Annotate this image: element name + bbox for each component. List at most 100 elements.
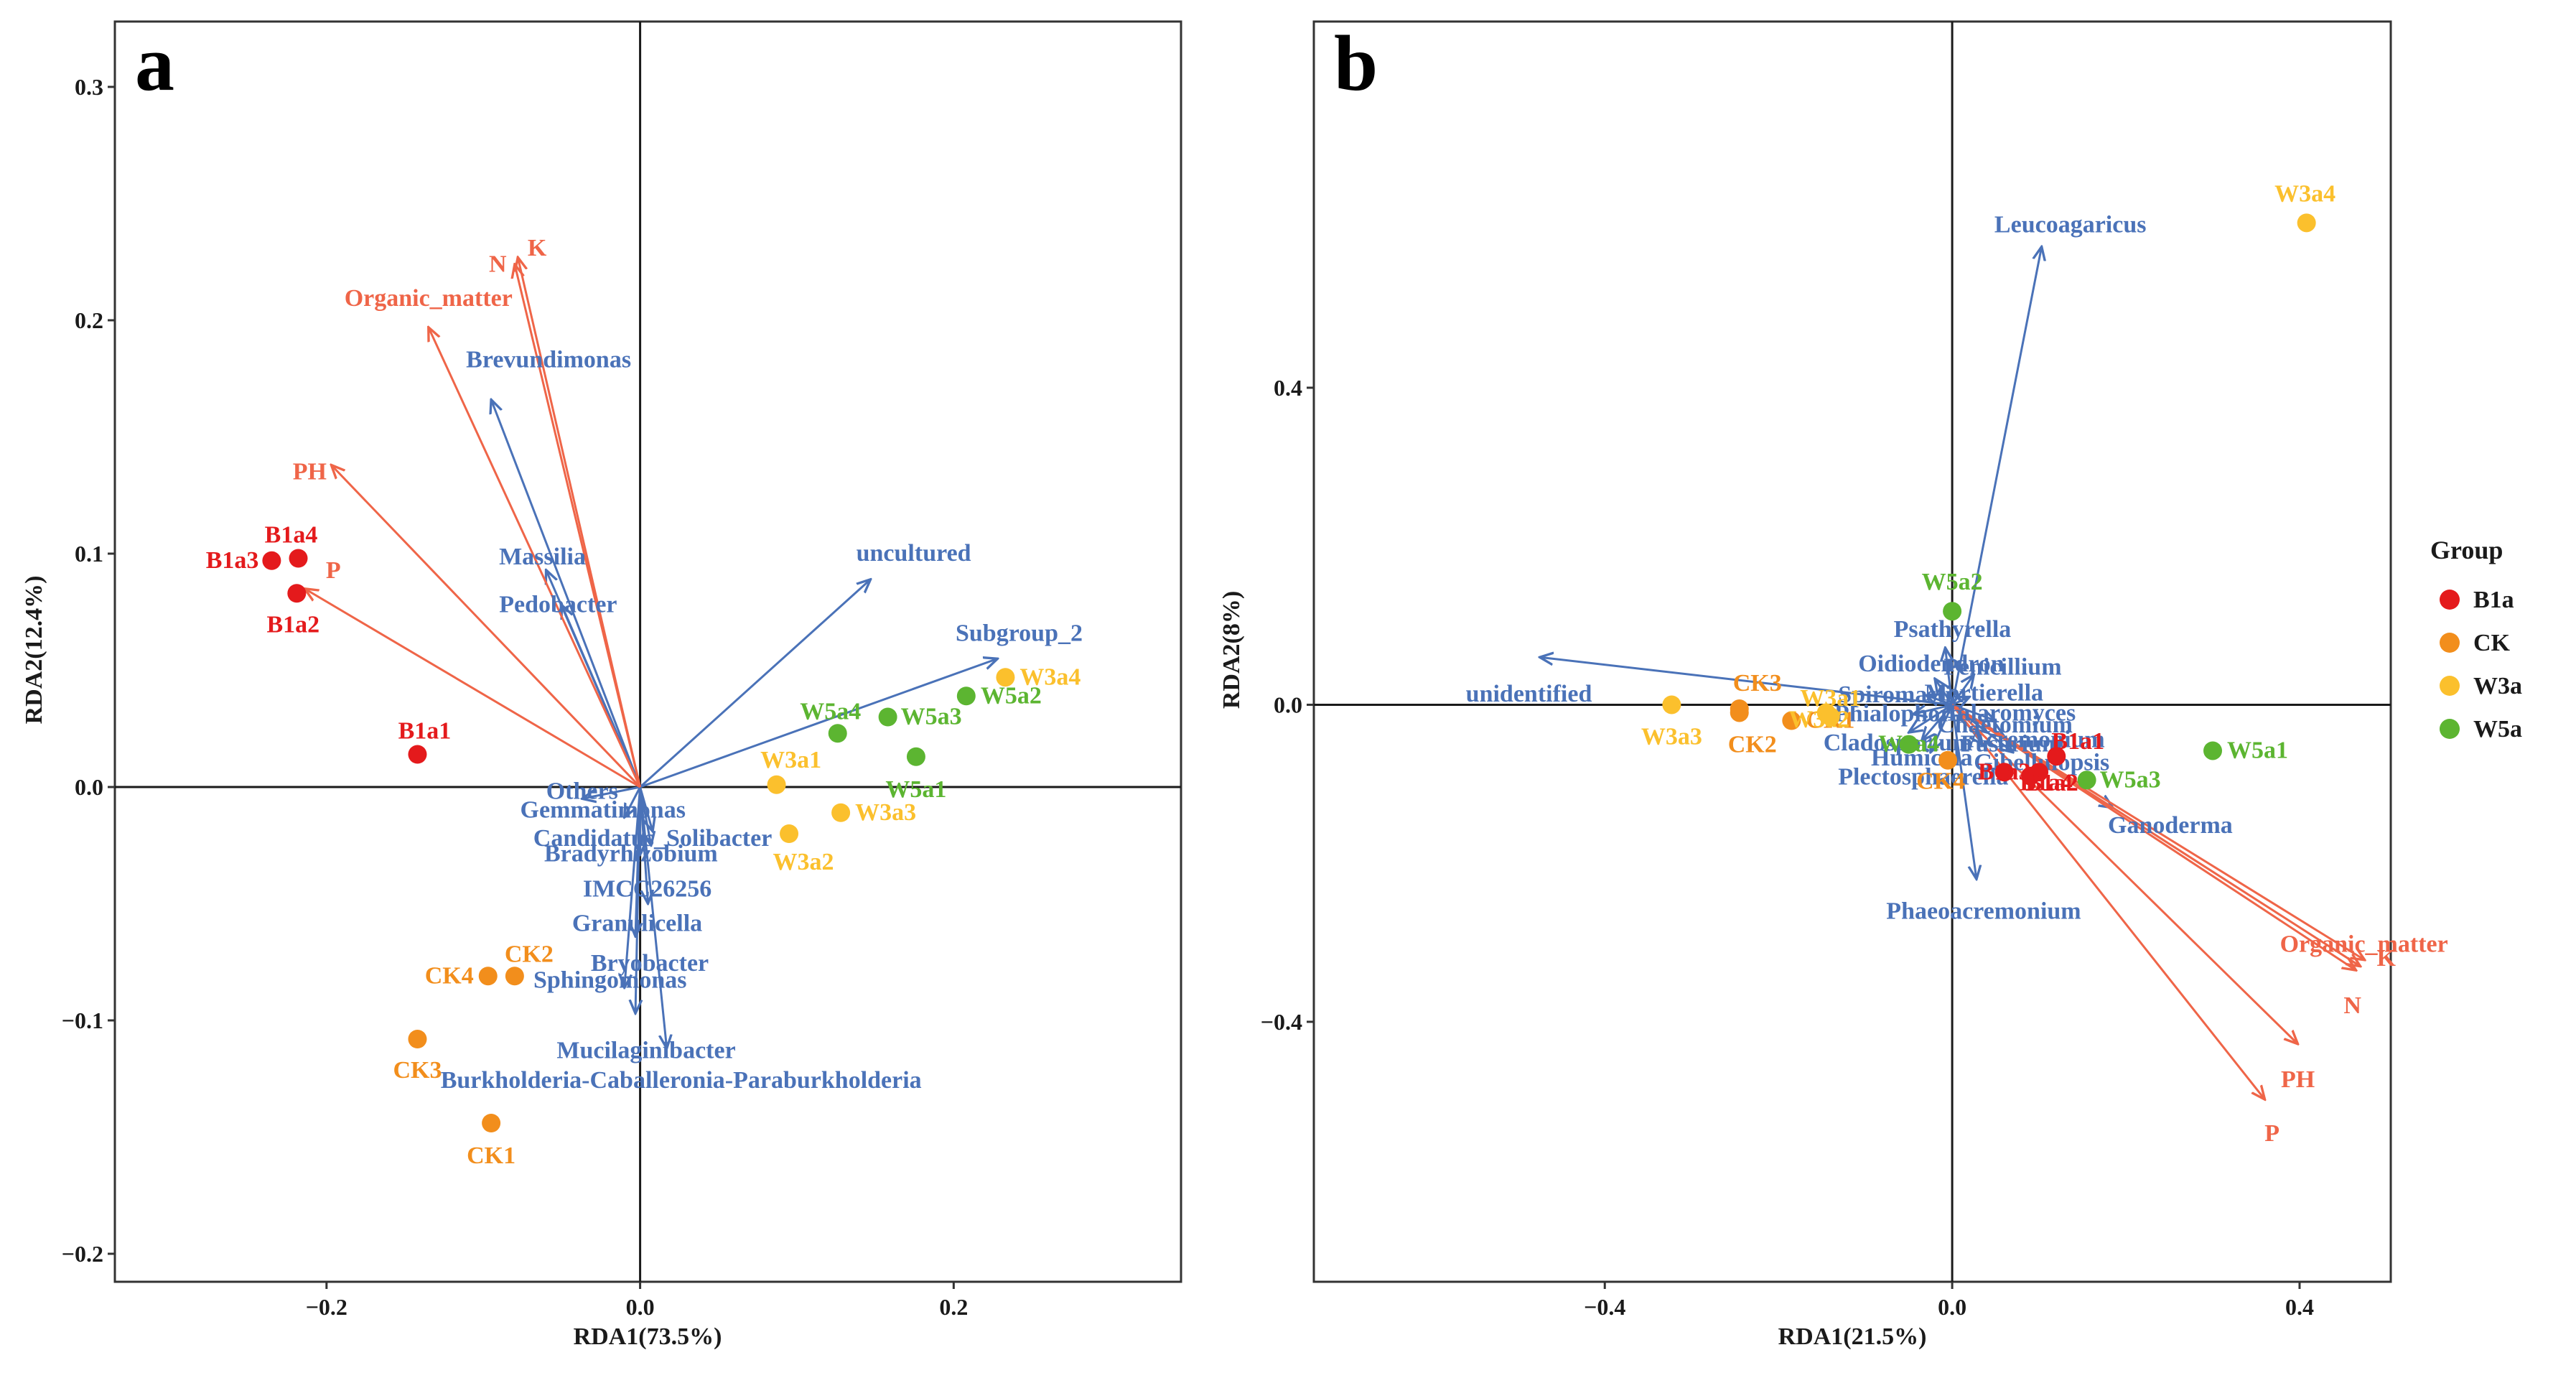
b-species-arrow-phaeoacremonium [1951, 704, 1977, 879]
a-point-label-b1a2: B1a2 [266, 611, 319, 638]
b-ytick-label: 0.0 [1274, 692, 1302, 717]
panel-a-ylabel: RDA2(12.4%) [21, 576, 47, 725]
b-point-label-w3a3: W3a3 [1641, 723, 1702, 750]
legend-label-w5a: W5a [2473, 716, 2522, 742]
a-species-label-brevundimonas: Brevundimonas [466, 347, 631, 373]
b-point-b1a1 [2047, 747, 2066, 766]
a-point-w3a2 [780, 824, 799, 843]
b-species-label-plectosphaerella: Plectosphaerella [1838, 764, 2008, 791]
b-species-label-phialophora: Phialophora [1834, 701, 1963, 727]
a-point-ck1 [482, 1114, 501, 1132]
a-env-arrow-ph [331, 465, 641, 788]
legend-label-b1a: B1a [2473, 587, 2514, 613]
b-env-arrow-n [1951, 704, 2356, 970]
a-point-label-w3a4: W3a4 [1019, 664, 1081, 690]
b-point-label-w3a4: W3a4 [2274, 180, 2335, 207]
b-env-label-k: K [2376, 945, 2396, 972]
panel-a-label: a [135, 19, 174, 107]
a-point-ck4 [478, 967, 498, 986]
b-species-arrow-phialophora [1913, 703, 1953, 714]
b-point-w5a1 [2203, 741, 2223, 760]
a-species-label-granulicella: Granulicella [572, 911, 702, 937]
b-species-label-phaeoacremonium: Phaeoacremonium [1886, 898, 2081, 924]
a-species-label-imcc26256: IMCC26256 [583, 875, 711, 902]
b-xtick-label: 0.0 [1938, 1294, 1966, 1320]
b-species-label-acremonium: Acremonium [1969, 727, 2105, 753]
a-point-label-ck1: CK1 [467, 1142, 515, 1169]
legend-label-ck: CK [2473, 630, 2511, 656]
a-species-label-sphingomonas: Sphingomonas [533, 967, 687, 994]
a-point-b1a3 [262, 551, 281, 570]
b-species-label-fusarium: Fusarium [1961, 731, 2063, 758]
panel-b-label: b [1334, 19, 1378, 107]
panel-b-ylabel: RDA2(8%) [1218, 591, 1245, 709]
legend: Group B1a CK W3a W5a [2430, 536, 2522, 742]
b-species-arrow-psathyrella [1945, 648, 1952, 705]
b-point-w3a1 [1821, 707, 1840, 727]
a-point-label-b1a4: B1a4 [265, 522, 318, 549]
panel-a-xlabel: RDA1(73.5%) [574, 1323, 722, 1350]
a-xtick-label: 0.0 [626, 1294, 655, 1320]
legend-swatch-ck [2440, 633, 2460, 653]
b-point-label-ck3: CK3 [1733, 670, 1782, 697]
a-ytick-label: −0.2 [62, 1241, 103, 1267]
b-point-label-b1a3: B1a3 [1978, 758, 2031, 785]
a-point-label-ck2: CK2 [505, 941, 554, 967]
a-point-b1a4 [289, 549, 308, 568]
a-point-label-b1a1: B1a1 [398, 718, 452, 745]
b-species-label-leucoagaricus: Leucoagaricus [1994, 211, 2147, 238]
a-point-w3a4 [996, 668, 1015, 687]
panel-a-rda-plot: a RDA1(73.5%) RDA2(12.4%) −0.2 0.0 0.2 −0.2… [21, 19, 1182, 1350]
a-env-arrow-n [518, 257, 642, 788]
b-ytick-label: −0.4 [1261, 1009, 1302, 1035]
a-env-label-ph: PH [293, 459, 327, 485]
a-species-arrow-burkholderia-caballeronia-paraburkholderia [639, 786, 667, 1048]
a-env-arrow-p [304, 589, 641, 788]
panel-b-rda-plot: b RDA1(21.5%) RDA2(8%) −0.4 0.0 0.4 −0.4 0.0… [1218, 19, 2448, 1350]
a-env-arrow-organic-matter [429, 327, 641, 788]
legend-swatch-b1a [2440, 590, 2460, 610]
a-point-label-ck3: CK3 [393, 1057, 442, 1084]
a-species-arrow-mucilaginibacter [635, 786, 640, 1013]
a-env-label-organic-matter: Organic_matter [345, 285, 513, 312]
a-point-label-ck4: CK4 [425, 962, 474, 989]
a-ytick-label: 0.0 [75, 774, 103, 800]
a-species-label-subgroup-2: Subgroup_2 [956, 620, 1083, 646]
b-point-label-w5a2: W5a2 [1922, 569, 1983, 595]
b-ytick-label: 0.4 [1274, 375, 1302, 401]
b-xtick-label: 0.4 [2285, 1294, 2314, 1320]
b-species-label-spiromastix: Spiromastix [1838, 681, 1964, 708]
a-point-w3a1 [767, 775, 786, 794]
b-species-label-chaetomium: Chaetomium [1937, 712, 2073, 738]
a-xtick-label: −0.2 [306, 1294, 347, 1320]
b-point-label-w5a3: W5a3 [2100, 766, 2161, 793]
legend-title: Group [2430, 536, 2503, 564]
a-species-label-uncultured: uncultured [857, 540, 971, 567]
a-species-arrow-subgroup-2 [640, 658, 998, 788]
b-point-ck2 [1730, 703, 1749, 722]
b-point-label-ck2: CK2 [1728, 731, 1777, 758]
b-env-label-ph: PH [2281, 1066, 2315, 1093]
b-species-label-oidiodendron: Oidiodendron [1858, 651, 2005, 677]
a-species-arrow-sphingomonas [625, 786, 642, 988]
a-point-w5a2 [956, 686, 976, 706]
a-env-label-p: P [326, 557, 341, 584]
b-species-arrow-unidentified [1540, 657, 1953, 706]
b-species-arrow-mortierella [1951, 697, 1969, 704]
a-species-label-bradyrhizobium: Bradyrhizobium [544, 840, 718, 867]
b-species-arrow-humicola [1922, 704, 1954, 740]
b-point-w5a3 [2077, 771, 2096, 790]
b-species-arrow-spiromastix [1926, 695, 1953, 704]
a-species-label-mucilaginibacter: Mucilaginibacter [556, 1037, 735, 1063]
a-point-w5a3 [878, 707, 897, 727]
legend-swatch-w3a [2440, 676, 2460, 696]
a-ytick-label: 0.3 [75, 74, 103, 100]
a-point-b1a1 [408, 745, 427, 764]
b-point-label-ck4: CK4 [1916, 768, 1965, 795]
b-species-arrow-plectosphaerella [1931, 704, 1954, 752]
a-species-label-bryobacter: Bryobacter [591, 950, 709, 977]
b-point-w5a2 [1943, 602, 1962, 621]
a-species-label-gemmatimonas: Gemmatimonas [521, 796, 686, 823]
b-species-label-ganoderma: Ganoderma [2108, 812, 2233, 839]
